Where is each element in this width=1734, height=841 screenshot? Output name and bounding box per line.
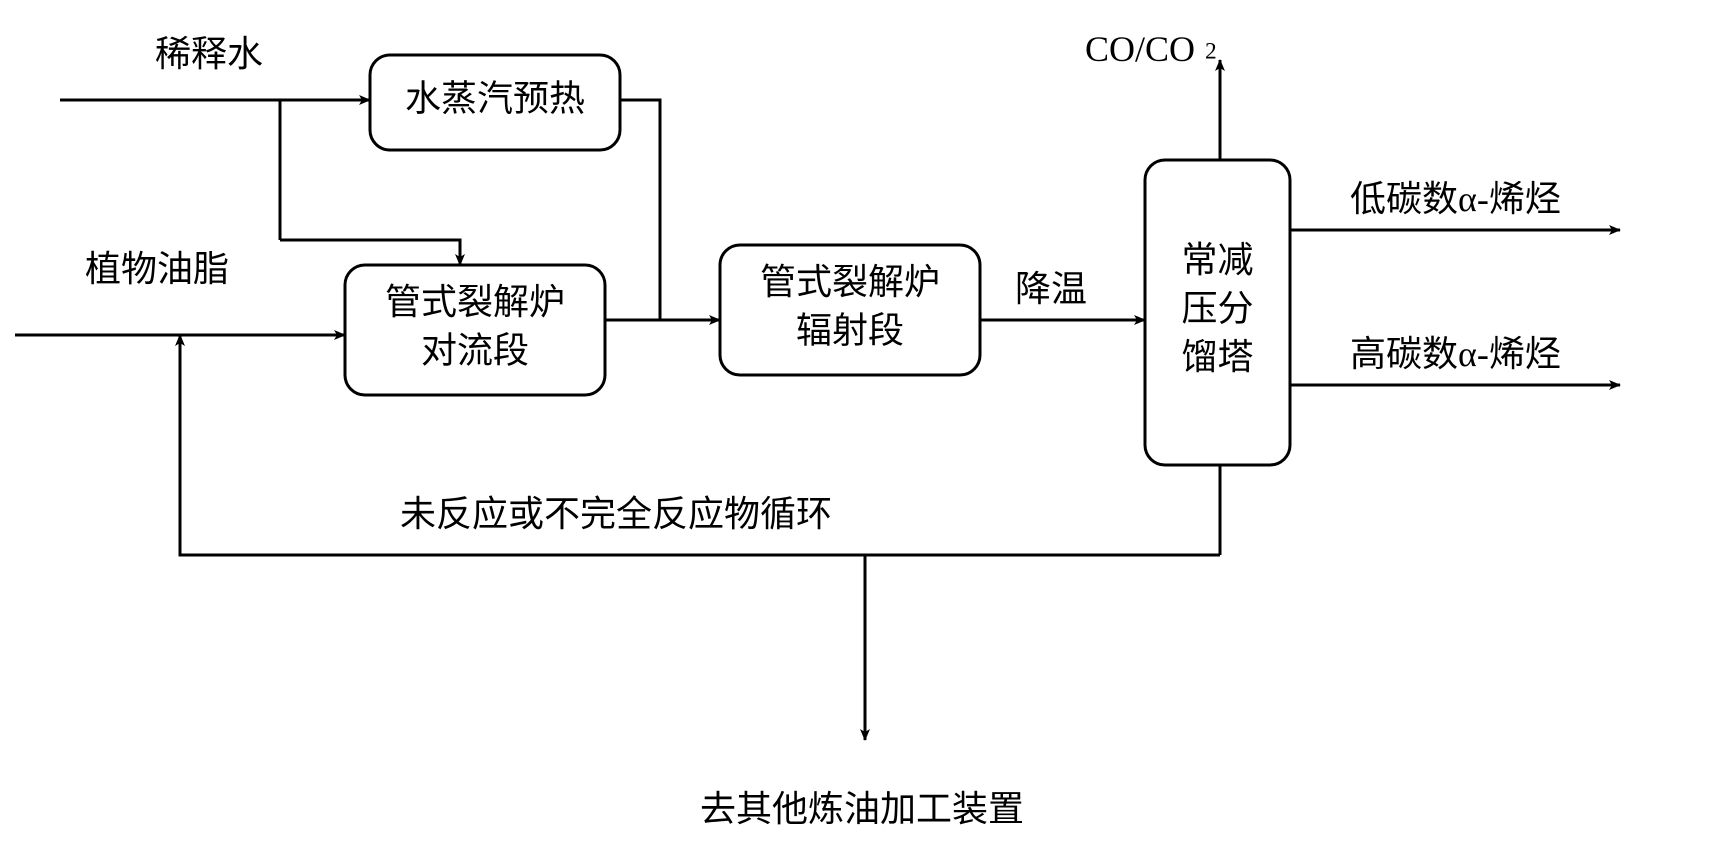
node-convection: 管式裂解炉对流段 xyxy=(345,265,605,395)
label-dilution_water: 稀释水 xyxy=(155,34,263,74)
label-low_alpha: 低碳数α-烯烃 xyxy=(1350,179,1561,219)
label-cooling: 降温 xyxy=(1015,269,1087,309)
node-preheat-line-0: 水蒸汽预热 xyxy=(405,79,585,119)
label-to_other: 去其他炼油加工装置 xyxy=(700,789,1024,829)
label-recycle: 未反应或不完全反应物循环 xyxy=(400,494,832,534)
node-column-line-2: 馏塔 xyxy=(1181,337,1253,377)
node-column: 常减压分馏塔 xyxy=(1145,160,1290,465)
node-convection-line-1: 对流段 xyxy=(421,330,529,370)
edge-preheat-to-conv xyxy=(620,100,660,320)
labels-layer: 稀释水植物油脂 CO/CO 2 降温 低碳数α-烯烃高碳数α-烯烃未反应或不完全反应物循… xyxy=(85,29,1561,829)
label-plant_oil: 植物油脂 xyxy=(85,249,229,289)
node-radiation-line-1: 辐射段 xyxy=(796,310,904,350)
edge-water-to-conv xyxy=(280,240,460,265)
label-high_alpha: 高碳数α-烯烃 xyxy=(1350,334,1561,374)
node-column-line-1: 压分 xyxy=(1181,289,1253,329)
node-preheat: 水蒸汽预热 xyxy=(370,55,620,150)
label-co_co2_sub: 2 xyxy=(1205,38,1217,64)
node-column-line-0: 常减 xyxy=(1181,240,1253,280)
node-radiation-line-0: 管式裂解炉 xyxy=(760,262,940,302)
node-convection-line-0: 管式裂解炉 xyxy=(385,282,565,322)
label-co_co2: CO/CO xyxy=(1085,29,1195,69)
flowchart-canvas: 水蒸汽预热管式裂解炉对流段管式裂解炉辐射段常减压分馏塔 稀释水植物油脂CO/CO… xyxy=(0,0,1734,841)
edges-layer xyxy=(15,60,1620,740)
nodes-layer: 水蒸汽预热管式裂解炉对流段管式裂解炉辐射段常减压分馏塔 xyxy=(345,55,1290,465)
node-radiation: 管式裂解炉辐射段 xyxy=(720,245,980,375)
